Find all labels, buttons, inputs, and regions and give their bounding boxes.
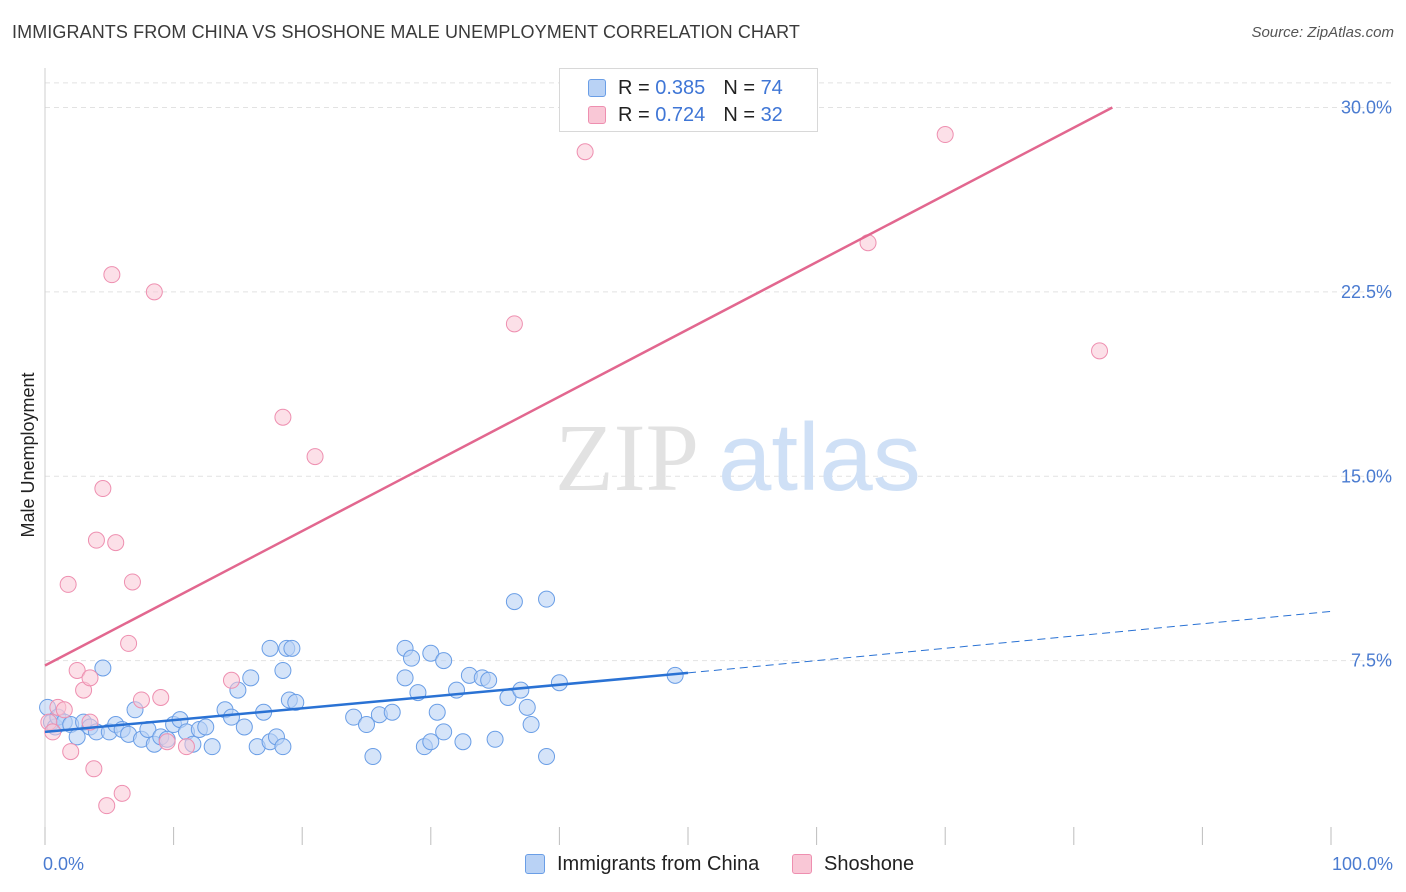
- shoshone-point-20: [152, 689, 170, 706]
- series-immigrants-from-china: [39, 590, 684, 765]
- grid-lines: [45, 82, 1392, 662]
- china-point-71: [505, 593, 523, 611]
- shoshone-trend-line: [44, 106, 1113, 667]
- bottom-legend-label-shoshone: Shoshone: [824, 852, 915, 875]
- watermark-zip: ZIP: [555, 404, 699, 511]
- china-point-72: [538, 590, 556, 608]
- china-point-48: [383, 703, 401, 721]
- shoshone-point-25: [306, 448, 324, 466]
- bottom-legend-swatch-shoshone: [792, 854, 812, 874]
- china-point-29: [222, 708, 240, 726]
- china-point-31: [235, 718, 253, 736]
- china-point-27: [203, 738, 221, 756]
- china-point-65: [403, 649, 421, 667]
- shoshone-point-3: [55, 701, 73, 719]
- correlation-legend: R = 0.385 N = 74 R = 0.724 N = 32: [559, 68, 818, 132]
- x-tick-label-1: 100.0%: [1332, 854, 1393, 874]
- shoshone-point-9: [85, 760, 103, 778]
- legend-n-label: N =: [723, 103, 755, 126]
- china-point-69: [538, 748, 556, 765]
- china-point-52: [422, 733, 440, 751]
- china-point-66: [422, 644, 440, 662]
- tick-labels: 7.5% 15.0% 22.5% 30.0% 0.0% 100.0%: [43, 98, 1393, 875]
- china-point-67: [435, 652, 453, 670]
- shoshone-point-24: [274, 408, 292, 426]
- shoshone-point-21: [158, 733, 176, 751]
- legend-n-label: N =: [723, 76, 755, 99]
- china-point-63: [518, 698, 536, 716]
- china-point-68: [396, 669, 414, 687]
- legend-row-shoshone: R = 0.724 N = 32: [588, 104, 783, 126]
- legend-r-value-shoshone: 0.724: [655, 103, 706, 126]
- shoshone-point-6: [68, 661, 86, 679]
- y-axis-label: Male Unemployment: [18, 372, 38, 537]
- shoshone-point-30: [1091, 342, 1109, 360]
- shoshone-point-23: [222, 671, 240, 689]
- shoshone-point-4: [59, 575, 77, 593]
- shoshone-point-22: [177, 738, 195, 756]
- watermark: ZIP atlas: [555, 404, 921, 511]
- china-point-54: [435, 723, 453, 741]
- series-shoshone: [40, 126, 1109, 815]
- shoshone-point-12: [98, 797, 116, 815]
- trend-lines: [44, 106, 1332, 734]
- legend-row-china: R = 0.385 N = 74: [588, 77, 783, 99]
- shoshone-point-5: [62, 743, 80, 761]
- china-point-10: [94, 659, 112, 677]
- legend-n-value-china: 74: [760, 76, 783, 99]
- china-point-53: [428, 703, 446, 721]
- china-point-32: [242, 669, 260, 687]
- shoshone-point-17: [123, 573, 141, 591]
- shoshone-point-11: [94, 480, 112, 498]
- bottom-legend-shoshone: Shoshone: [792, 852, 914, 876]
- shoshone-point-31: [81, 713, 99, 731]
- shoshone-point-26: [505, 315, 523, 333]
- china-point-46: [364, 748, 382, 765]
- y-tick-label-3: 30.0%: [1341, 98, 1392, 118]
- y-tick-label-1: 15.0%: [1341, 466, 1392, 486]
- shoshone-point-8: [81, 669, 99, 687]
- china-point-26: [197, 718, 215, 736]
- shoshone-point-18: [132, 691, 150, 709]
- shoshone-point-29: [936, 126, 954, 144]
- x-tick-label-0: 0.0%: [43, 854, 84, 874]
- china-point-37: [274, 738, 292, 756]
- china-point-45: [358, 716, 375, 734]
- china-point-70: [550, 674, 568, 692]
- china-trend-line: [44, 671, 689, 734]
- china-point-56: [454, 733, 472, 751]
- china-point-62: [512, 681, 530, 699]
- china-point-60: [486, 730, 504, 748]
- watermark-atlas: atlas: [718, 404, 921, 511]
- legend-r-label: R =: [618, 103, 650, 126]
- chart-title: IMMIGRANTS FROM CHINA VS SHOSHONE MALE U…: [12, 22, 800, 42]
- y-tick-label-2: 22.5%: [1341, 282, 1392, 302]
- china-point-40: [261, 639, 279, 657]
- legend-r-value-china: 0.385: [655, 76, 706, 99]
- china-point-43: [283, 639, 301, 657]
- source-label: Source: ZipAtlas.com: [1251, 24, 1394, 41]
- bottom-legend-swatch-china: [525, 854, 545, 874]
- bottom-legend-label-china: Immigrants from China: [557, 852, 760, 875]
- china-trend-line-extrapolated: [687, 610, 1332, 674]
- shoshone-point-19: [145, 283, 163, 301]
- shoshone-point-16: [120, 634, 138, 652]
- china-point-44: [345, 708, 363, 726]
- china-point-64: [522, 716, 540, 734]
- legend-swatch-shoshone: [588, 106, 606, 124]
- y-tick-label-0: 7.5%: [1351, 651, 1392, 671]
- shoshone-point-27: [576, 143, 594, 161]
- legend-n-value-shoshone: 32: [760, 103, 783, 126]
- bottom-legend-china: Immigrants from China: [525, 852, 759, 876]
- shoshone-point-10: [87, 531, 105, 549]
- legend-swatch-china: [588, 79, 606, 97]
- china-point-41: [274, 661, 292, 679]
- shoshone-point-14: [107, 534, 125, 552]
- legend-r-label: R =: [618, 76, 650, 99]
- china-point-59: [480, 671, 498, 689]
- shoshone-point-15: [113, 784, 131, 802]
- china-point-39: [287, 693, 305, 711]
- shoshone-point-13: [103, 266, 121, 284]
